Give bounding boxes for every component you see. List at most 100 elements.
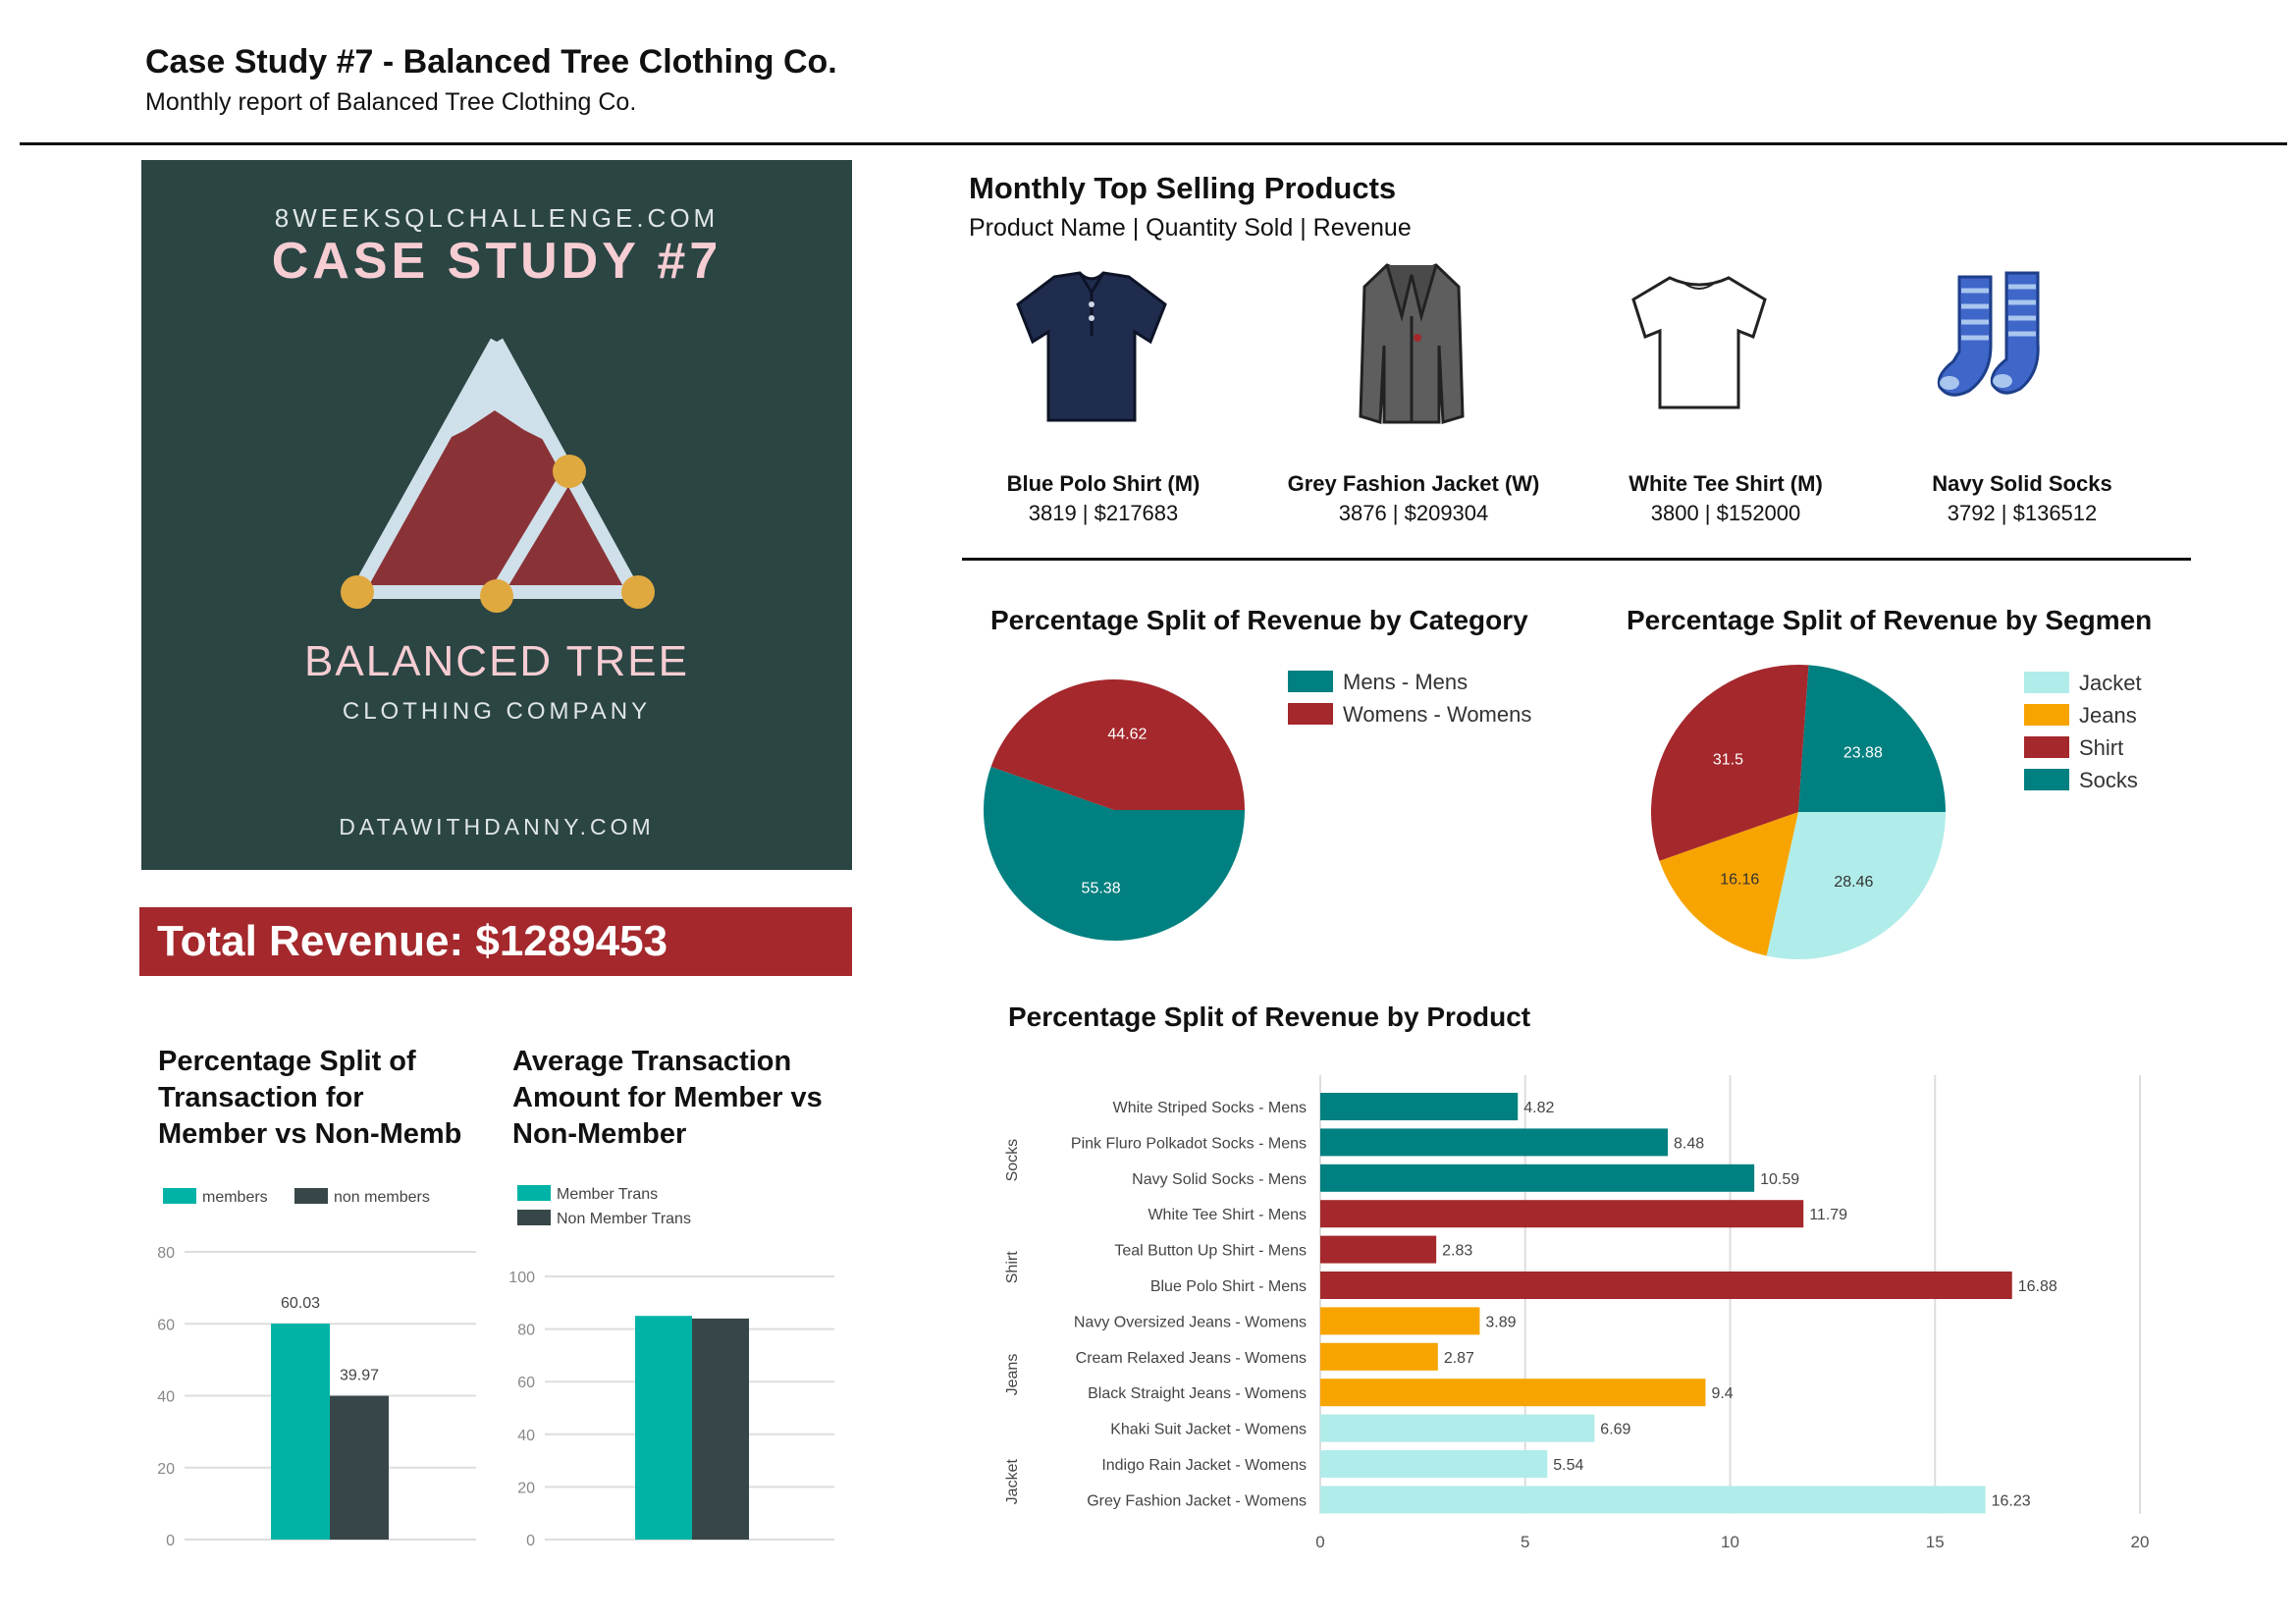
legend-swatch	[1288, 671, 1333, 692]
bar-member-trans	[635, 1316, 692, 1540]
product-name-4: Navy Solid Socks	[1932, 471, 2112, 496]
y-tick-label: 60	[517, 1375, 535, 1391]
legend-label: Socks	[2079, 768, 2138, 792]
bar-navy-oversized-jeans-womens	[1320, 1307, 1480, 1335]
logo-site-text: 8WEEKSQLCHALLENGE.COM	[275, 203, 719, 233]
segment-pie-chart: 28.46 16.16 31.5 23.88 Jacket Jeans Shirt Socks	[1651, 665, 2142, 959]
bar-navy-solid-socks-mens	[1320, 1164, 1755, 1192]
bar-non-members	[330, 1395, 389, 1540]
y-category-label: Blue Polo Shirt - Mens	[1150, 1278, 1307, 1295]
y-category-label: Navy Solid Socks - Mens	[1132, 1171, 1307, 1188]
avg-transaction-title: Average Transaction Amount for Member vs…	[512, 1044, 823, 1153]
avg-transaction-title-line-2: Amount for Member vs	[512, 1082, 823, 1113]
logo-tagline-text: CLOTHING COMPANY	[343, 698, 651, 725]
y-tick-label: 20	[517, 1480, 535, 1496]
pie-slice-jacket	[1766, 812, 1946, 959]
segment-pie-title: Percentage Split of Revenue by Segmen	[1627, 605, 2153, 635]
pie-data-label: 31.5	[1713, 751, 1743, 768]
y-category-label: White Striped Socks - Mens	[1113, 1100, 1307, 1116]
avg-transaction-chart: 0 20 40 60 80 100 Member Trans Non Member Trans	[508, 1185, 834, 1549]
legend-label: Jacket	[2079, 671, 2142, 695]
pie-data-label: 23.88	[1843, 745, 1883, 762]
report-title: Case Study #7 - Balanced Tree Clothing C…	[145, 43, 837, 81]
legend-swatch	[517, 1210, 551, 1225]
bar-data-label: 16.88	[2018, 1278, 2057, 1295]
group-label: Jacket	[1004, 1459, 1021, 1505]
product-bar-chart: 0 5 10 15 20 White Striped Socks - Mens 4.82 Pi…	[1004, 1075, 2150, 1551]
legend-swatch	[2024, 672, 2069, 693]
product-stats-1: 3819 | $217683	[1028, 501, 1179, 525]
legend-swatch	[2024, 769, 2069, 790]
y-tick-label: 40	[157, 1389, 175, 1406]
y-tick-label: 60	[157, 1317, 175, 1333]
bar-data-label: 11.79	[1809, 1207, 1847, 1223]
x-tick-label: 10	[1721, 1533, 1739, 1551]
category-pie-chart: 55.38 44.62 Mens - Mens Womens - Womens	[984, 670, 1531, 941]
y-tick-label: 0	[526, 1533, 535, 1549]
avg-transaction-title-line-1: Average Transaction	[512, 1046, 792, 1077]
y-category-label: Indigo Rain Jacket - Womens	[1101, 1457, 1307, 1474]
pie-data-label: 28.46	[1834, 874, 1873, 891]
pie-data-label: 44.62	[1107, 726, 1147, 742]
legend-label: Mens - Mens	[1343, 670, 1468, 694]
legend-label: Jeans	[2079, 703, 2137, 728]
bar-data-label: 16.23	[1992, 1492, 2031, 1509]
product-name-1: Blue Polo Shirt (M)	[1006, 471, 1201, 496]
product-stats-2: 3876 | $209304	[1338, 501, 1489, 525]
report-subtitle: Monthly report of Balanced Tree Clothing…	[145, 88, 637, 116]
pie-slice-socks	[1798, 665, 1946, 812]
product-stats-4: 3792 | $136512	[1947, 501, 2098, 525]
member-split-title: Percentage Split of Transaction for Memb…	[158, 1044, 461, 1153]
bar-cream-relaxed-jeans-womens	[1320, 1342, 1438, 1371]
y-tick-label: 20	[157, 1461, 175, 1478]
legend-swatch	[2024, 736, 2069, 758]
legend-swatch	[2024, 704, 2069, 726]
pie-data-label: 55.38	[1082, 881, 1121, 897]
bar-data-label: 8.48	[1674, 1135, 1704, 1152]
x-tick-label: 0	[1315, 1533, 1324, 1551]
avg-transaction-title-line-3: Non-Member	[512, 1118, 687, 1150]
y-category-label: Pink Fluro Polkadot Socks - Mens	[1071, 1135, 1307, 1152]
legend-swatch	[1288, 703, 1333, 725]
bar-data-label: 2.87	[1444, 1350, 1474, 1367]
total-revenue-banner: Total Revenue: $1289453	[139, 907, 852, 976]
bar-data-label: 4.82	[1523, 1100, 1554, 1116]
top-products-title: Monthly Top Selling Products	[969, 171, 1397, 205]
bar-non-member-trans	[692, 1318, 749, 1540]
y-category-label: Grey Fashion Jacket - Womens	[1087, 1492, 1307, 1509]
pie-slice-shirt	[1651, 665, 1809, 861]
y-tick-label: 80	[517, 1323, 535, 1339]
bar-data-label: 39.97	[340, 1368, 379, 1384]
bar-pink-fluro-polkadot-socks-mens	[1320, 1128, 1669, 1157]
pie-data-label: 16.16	[1720, 871, 1759, 888]
product-name-3: White Tee Shirt (M)	[1629, 471, 1823, 496]
y-category-label: Navy Oversized Jeans - Womens	[1074, 1314, 1307, 1330]
x-tick-label: 5	[1521, 1533, 1529, 1551]
legend-label: Shirt	[2079, 735, 2123, 760]
member-split-chart: 0 20 40 60 80 60.03 39.97 members non members	[157, 1188, 476, 1549]
product-bar-title: Percentage Split of Revenue by Product	[1008, 1001, 1531, 1032]
legend-label: members	[202, 1189, 268, 1206]
pie-slice-mens-mens	[984, 766, 1245, 941]
category-pie-title: Percentage Split of Revenue by Category	[990, 605, 1528, 635]
bar-data-label: 9.4	[1711, 1385, 1733, 1402]
logo-case-text: CASE STUDY #7	[272, 233, 722, 290]
polo-shirt-icon	[1016, 271, 1167, 422]
bar-data-label: 5.54	[1553, 1457, 1583, 1474]
pie-slice-womens-womens	[990, 678, 1245, 810]
y-tick-label: 100	[508, 1270, 535, 1286]
member-split-title-line-2: Transaction for	[158, 1082, 364, 1113]
y-tick-label: 80	[157, 1245, 175, 1262]
member-split-title-line-1: Percentage Split of	[158, 1046, 416, 1077]
bar-white-striped-socks-mens	[1320, 1093, 1519, 1120]
legend-label: Womens - Womens	[1343, 702, 1531, 727]
y-category-label: White Tee Shirt - Mens	[1148, 1207, 1307, 1223]
x-tick-label: 20	[2131, 1533, 2150, 1551]
member-split-title-line-3: Member vs Non-Memb	[158, 1118, 462, 1150]
legend-label: Non Member Trans	[557, 1211, 691, 1227]
bar-data-label: 10.59	[1760, 1171, 1799, 1188]
bar-white-tee-shirt-mens	[1320, 1200, 1804, 1228]
product-stats-3: 3800 | $152000	[1650, 501, 1801, 525]
bar-data-label: 2.83	[1442, 1243, 1472, 1260]
mountain-logo-icon	[341, 338, 655, 613]
